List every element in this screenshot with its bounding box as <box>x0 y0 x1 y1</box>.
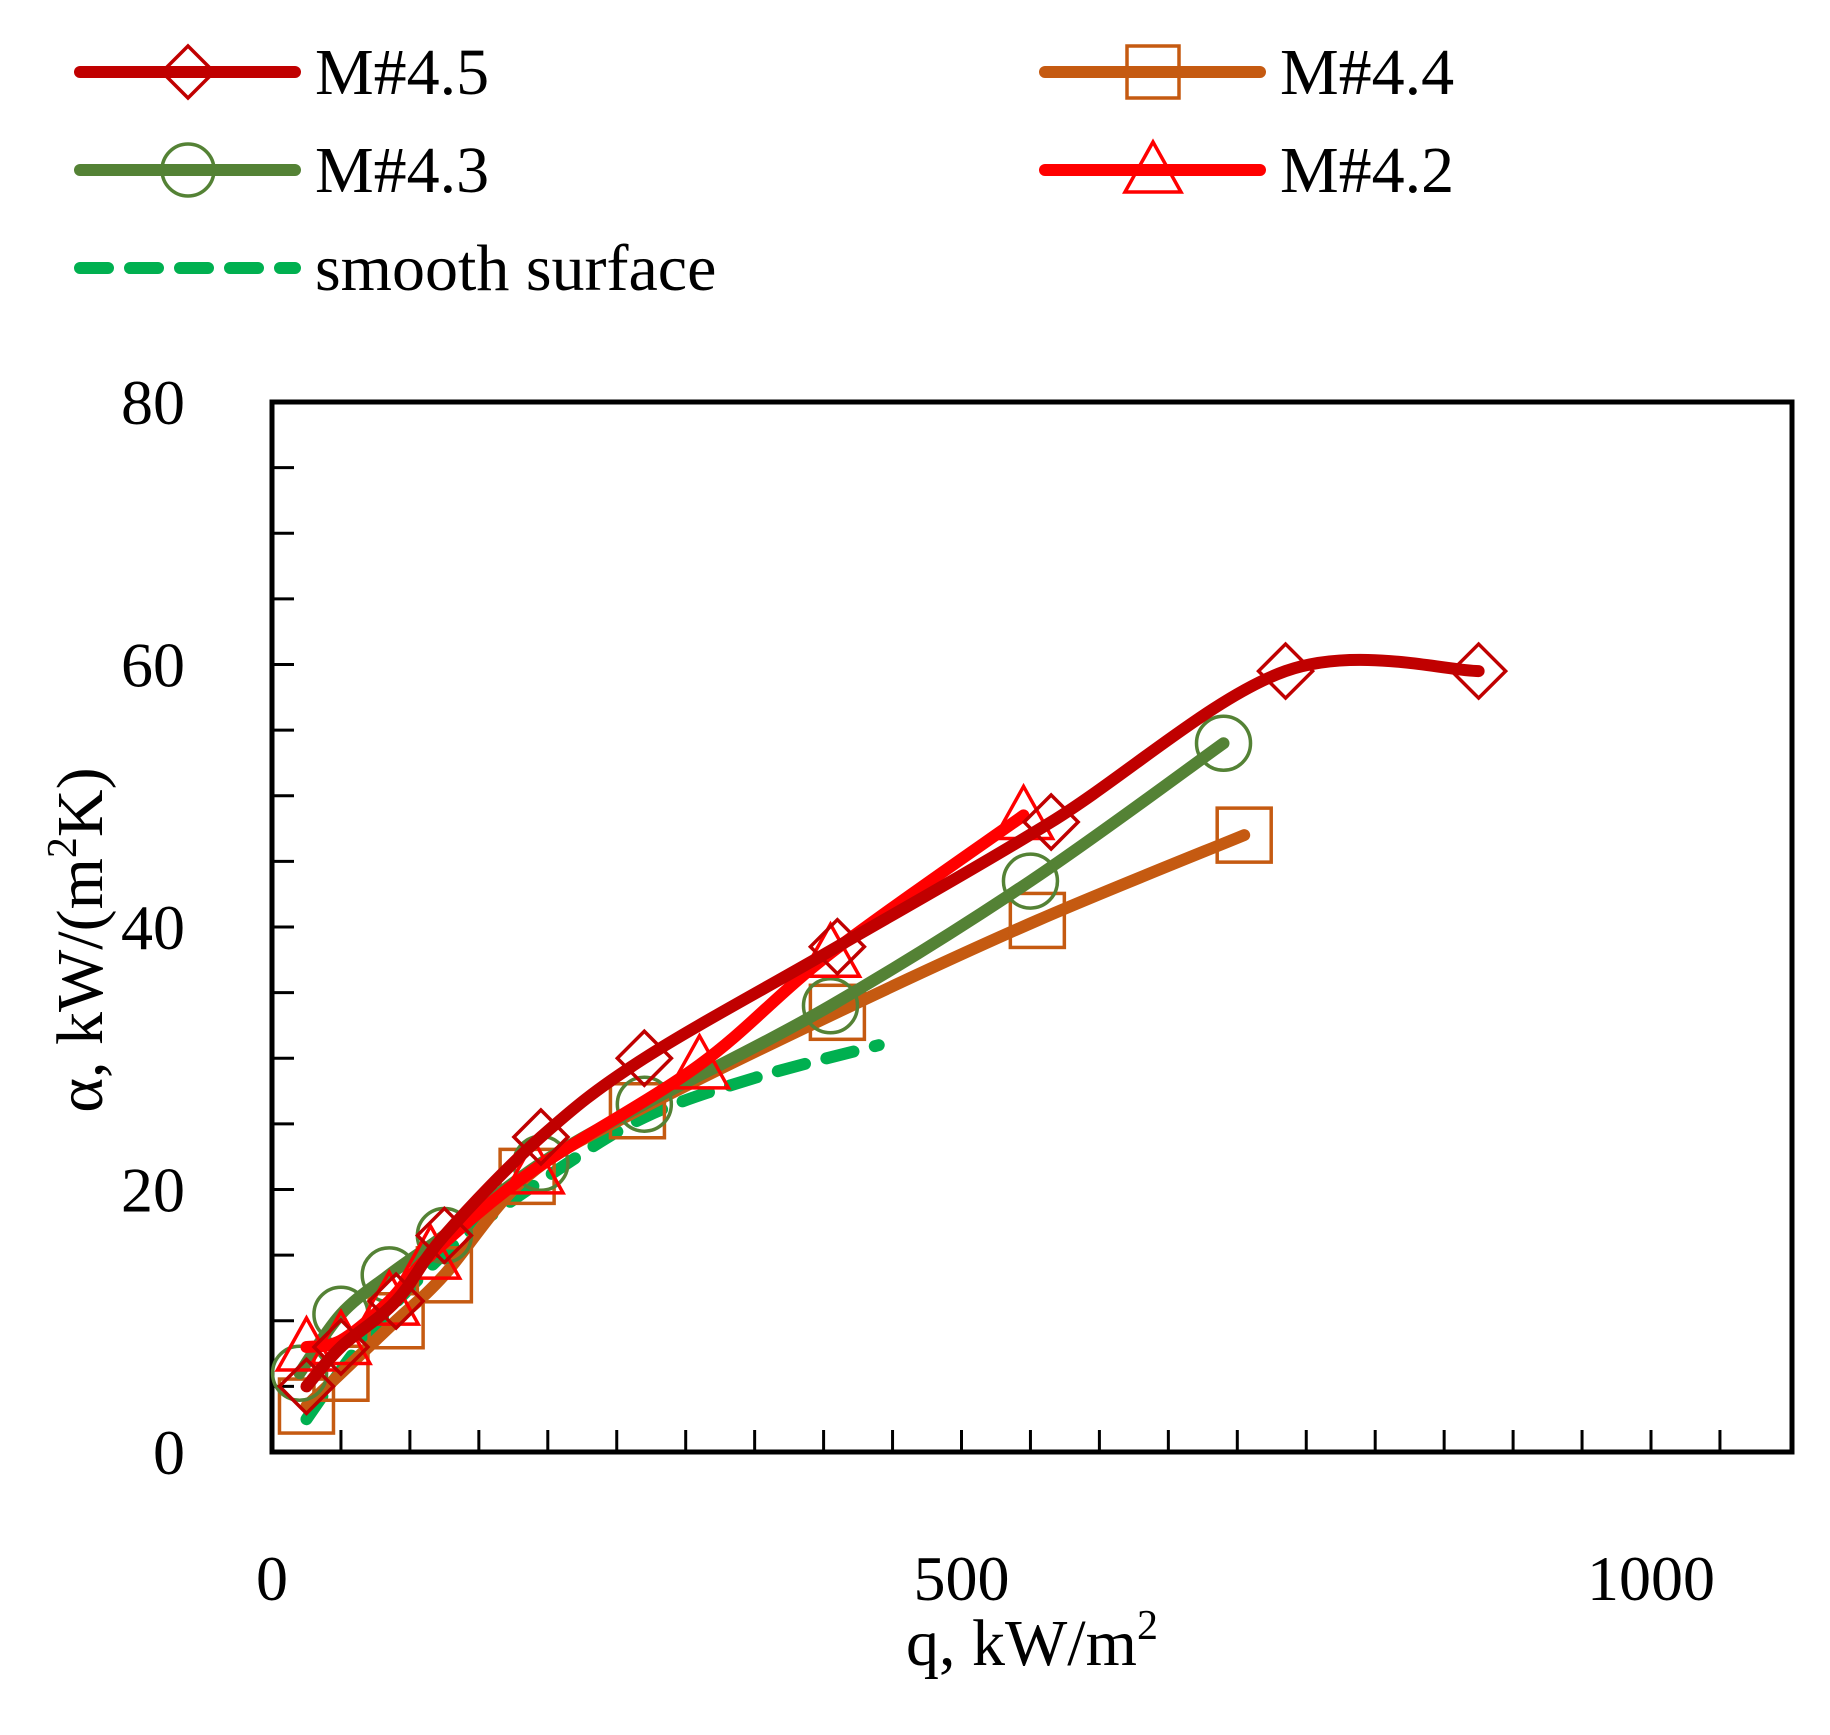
legend-label: smooth surface <box>315 232 716 305</box>
data-point <box>801 977 860 1035</box>
data-point <box>807 917 867 977</box>
x-tick-label: 0 <box>256 1543 288 1614</box>
y-tick-label: 60 <box>121 630 185 701</box>
y-axis-title: α, kW/(m2K) <box>40 767 117 1112</box>
legend-entry: smooth surface <box>74 232 716 305</box>
legend: M#4.5 M#4.4 M#4.3 M#4.2 smooth surface <box>74 36 1454 305</box>
legend-marker <box>159 43 217 101</box>
series-m-4-5 <box>277 641 1509 1416</box>
legend-marker <box>1122 138 1184 194</box>
legend-entry: M#4.4 <box>1039 36 1454 109</box>
legend-marker <box>1125 44 1181 100</box>
legend-entry: M#4.3 <box>74 134 489 207</box>
legend-marker <box>160 142 216 198</box>
data-point <box>1001 852 1060 910</box>
data-point <box>1008 891 1067 950</box>
legend-label: M#4.5 <box>315 36 489 109</box>
data-point <box>1021 792 1081 852</box>
legend-label: M#4.2 <box>1280 134 1454 207</box>
axis-ticks: 0 500 1000 0 20 40 60 80 <box>121 367 1722 1614</box>
x-tick-label: 500 <box>914 1543 1010 1614</box>
data-point <box>366 1271 426 1331</box>
data-point <box>614 1028 674 1088</box>
legend-entry: M#4.5 <box>74 36 489 109</box>
data-point <box>270 1344 329 1402</box>
data-point <box>502 1137 566 1195</box>
series-line <box>300 653 1485 1393</box>
series-m-4-4 <box>277 806 1273 1435</box>
y-tick-label: 0 <box>153 1417 185 1488</box>
data-point <box>667 1032 732 1090</box>
y-tick-label: 80 <box>121 367 185 438</box>
legend-label: M#4.3 <box>315 134 489 207</box>
series-m-4-2 <box>274 782 1056 1372</box>
y-tick-label: 20 <box>121 1155 185 1226</box>
x-tick-label: 1000 <box>1587 1543 1715 1614</box>
data-point <box>1256 641 1316 701</box>
data-point <box>277 1356 336 1416</box>
data-point <box>511 1107 571 1167</box>
data-point <box>615 1075 674 1133</box>
data-point <box>398 1222 463 1280</box>
series-layer <box>270 641 1509 1435</box>
data-point <box>1194 714 1253 772</box>
data-point <box>1449 641 1509 701</box>
data-point <box>414 1205 474 1265</box>
data-point <box>311 1317 371 1377</box>
series-line <box>300 829 1251 1413</box>
legend-label: M#4.4 <box>1280 36 1454 109</box>
data-point <box>608 1082 667 1140</box>
y-tick-label: 40 <box>121 892 185 963</box>
data-point <box>1215 806 1273 864</box>
legend-entry: M#4.2 <box>1039 134 1454 207</box>
x-axis-title: q, kW/m2 <box>906 1603 1158 1680</box>
